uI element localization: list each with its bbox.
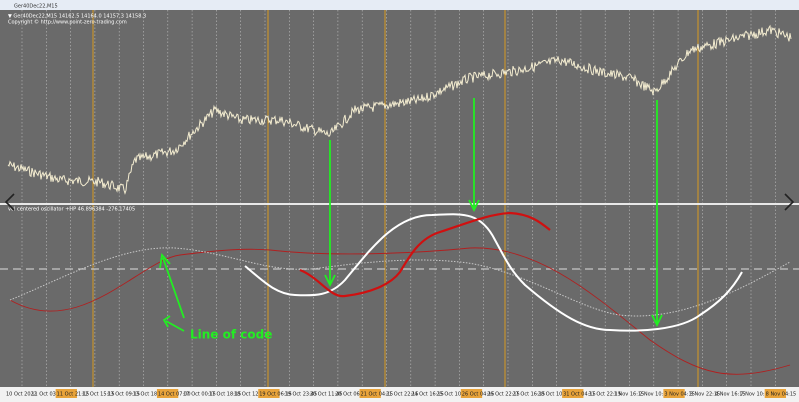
time-label: 12 Oct 15:15 xyxy=(82,392,115,398)
time-label: 14 Oct 07:00 xyxy=(158,392,191,398)
time-label: 13 Oct 18:45 xyxy=(133,392,166,398)
scroll-right[interactable] xyxy=(784,193,795,211)
time-label: 18 Oct 12:15 xyxy=(234,392,267,398)
time-label: 4 Nov 16:15 xyxy=(715,392,746,398)
time-label: 13 Oct 09:15 xyxy=(107,392,140,398)
label-highlight xyxy=(562,389,584,398)
time-label: 3 Nov 22:15 xyxy=(690,392,721,398)
slow-red-line xyxy=(9,247,791,375)
time-label: 11 Oct 03:15 xyxy=(31,392,64,398)
time-label: 31 Oct 22:15 xyxy=(588,392,621,398)
time-label: 2 Nov 10:15 xyxy=(639,392,670,398)
time-label: 24 Oct 16:15 xyxy=(411,392,444,398)
red-oscillator xyxy=(299,211,551,298)
time-label: 26 Oct 04:15 xyxy=(462,392,495,398)
time-label: 20 Oct 06:00 xyxy=(335,392,368,398)
time-label: 17 Oct 00:15 xyxy=(183,392,216,398)
time-label: 26 Oct 22:15 xyxy=(487,392,520,398)
annotation-arrows xyxy=(159,98,663,332)
time-label: 1 Nov 16:15 xyxy=(614,392,645,398)
window-title: Ger40Dec22,M15 xyxy=(14,4,58,10)
label-highlight xyxy=(764,389,786,398)
time-label: 11 Oct 21:15 xyxy=(57,392,90,398)
main-info: ▼ Ger40Dec22,M15 14162.5 14164.0 14157.3… xyxy=(8,14,146,20)
time-label: 17 Oct 18:15 xyxy=(209,392,242,398)
time-label: 31 Oct 04:15 xyxy=(563,392,596,398)
annotation-text: Line of code xyxy=(190,328,272,342)
time-label: 28 Oct 10:15 xyxy=(538,392,571,398)
label-highlight xyxy=(156,389,179,398)
copyright: Copyright © http://www.point-zero-tradin… xyxy=(8,19,127,26)
white-oscillator xyxy=(244,213,743,332)
time-label: 27 Oct 16:15 xyxy=(512,392,545,398)
time-label: 19 Oct 23:45 xyxy=(285,392,318,398)
price-line xyxy=(7,24,792,195)
time-label: 21 Oct 22:15 xyxy=(386,392,419,398)
label-highlight xyxy=(55,389,77,398)
time-label: 21 Oct 04:15 xyxy=(361,392,394,398)
label-highlight xyxy=(460,389,483,398)
time-label: 20 Oct 11:45 xyxy=(310,392,343,398)
time-label: 19 Oct 06:15 xyxy=(259,392,292,398)
time-label: 10 Oct 2022 xyxy=(6,392,37,398)
time-axis xyxy=(0,387,799,402)
label-highlight xyxy=(663,389,685,398)
scroll-left[interactable] xyxy=(4,193,15,211)
time-label: 3 Nov 04:15 xyxy=(664,392,695,398)
label-highlight xyxy=(258,389,280,398)
sub-info: vol centered oscillator +HP 46.896384 -2… xyxy=(8,207,135,213)
title-bar xyxy=(0,0,799,10)
chart-area xyxy=(0,10,799,387)
label-highlight xyxy=(359,389,381,398)
time-label: 7 Nov 10:15 xyxy=(740,392,771,398)
time-label: 8 Nov 04:15 xyxy=(766,392,797,398)
time-label: 25 Oct 10:15 xyxy=(436,392,469,398)
